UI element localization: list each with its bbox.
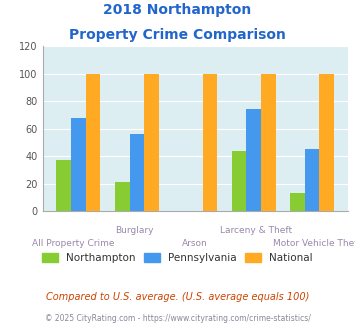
Text: All Property Crime: All Property Crime	[32, 239, 114, 248]
Bar	[115, 182, 130, 211]
Text: Larceny & Theft: Larceny & Theft	[220, 226, 293, 235]
Bar	[290, 193, 305, 211]
Bar	[246, 110, 261, 211]
Text: © 2025 CityRating.com - https://www.cityrating.com/crime-statistics/: © 2025 CityRating.com - https://www.city…	[45, 314, 310, 323]
Bar	[71, 118, 86, 211]
Bar	[203, 74, 217, 211]
Bar	[144, 74, 159, 211]
Bar	[232, 151, 246, 211]
Legend: Northampton, Pennsylvania, National: Northampton, Pennsylvania, National	[38, 248, 317, 267]
Bar	[305, 149, 320, 211]
Bar	[261, 74, 275, 211]
Bar	[320, 74, 334, 211]
Text: Arson: Arson	[182, 239, 208, 248]
Text: Motor Vehicle Theft: Motor Vehicle Theft	[273, 239, 355, 248]
Text: 2018 Northampton: 2018 Northampton	[103, 3, 252, 17]
Text: Property Crime Comparison: Property Crime Comparison	[69, 28, 286, 42]
Bar	[86, 74, 100, 211]
Bar	[56, 160, 71, 211]
Text: Compared to U.S. average. (U.S. average equals 100): Compared to U.S. average. (U.S. average …	[46, 292, 309, 302]
Bar	[130, 134, 144, 211]
Text: Burglary: Burglary	[115, 226, 153, 235]
